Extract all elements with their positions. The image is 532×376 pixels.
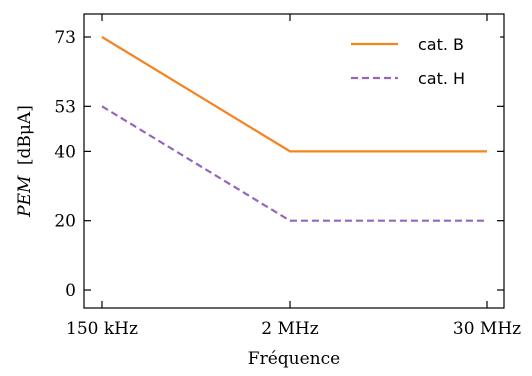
y-tick-label: 73 (54, 28, 76, 48)
axis-ticks: 0 20 40 53 73 150 kHz 2 MHz 30 MHz (54, 14, 521, 339)
y-tick-label: 53 (54, 97, 76, 117)
series-line-cat-b (101, 36, 487, 153)
series-line-cat-h (101, 105, 487, 222)
chart-marks (101, 36, 487, 222)
legend-label: cat. H (418, 69, 465, 88)
y-tick-label: 20 (54, 212, 76, 232)
legend-label: cat. B (418, 35, 464, 54)
y-axis-label: PEM [dBμA] (15, 105, 35, 218)
x-axis-label: Fréquence (248, 349, 340, 369)
y-axis-label-name: PEM (15, 175, 35, 218)
x-tick-label: 2 MHz (261, 319, 318, 339)
plot-frame (83, 13, 505, 309)
y-tick-label: 0 (65, 281, 76, 301)
legend-box (340, 22, 500, 98)
y-axis-label-unit: [dBμA] (15, 105, 35, 165)
x-tick-label: 30 MHz (453, 319, 521, 339)
x-tick-label: 150 kHz (66, 319, 138, 339)
y-tick-label: 40 (54, 142, 76, 162)
legend: cat. B cat. H (340, 22, 500, 98)
